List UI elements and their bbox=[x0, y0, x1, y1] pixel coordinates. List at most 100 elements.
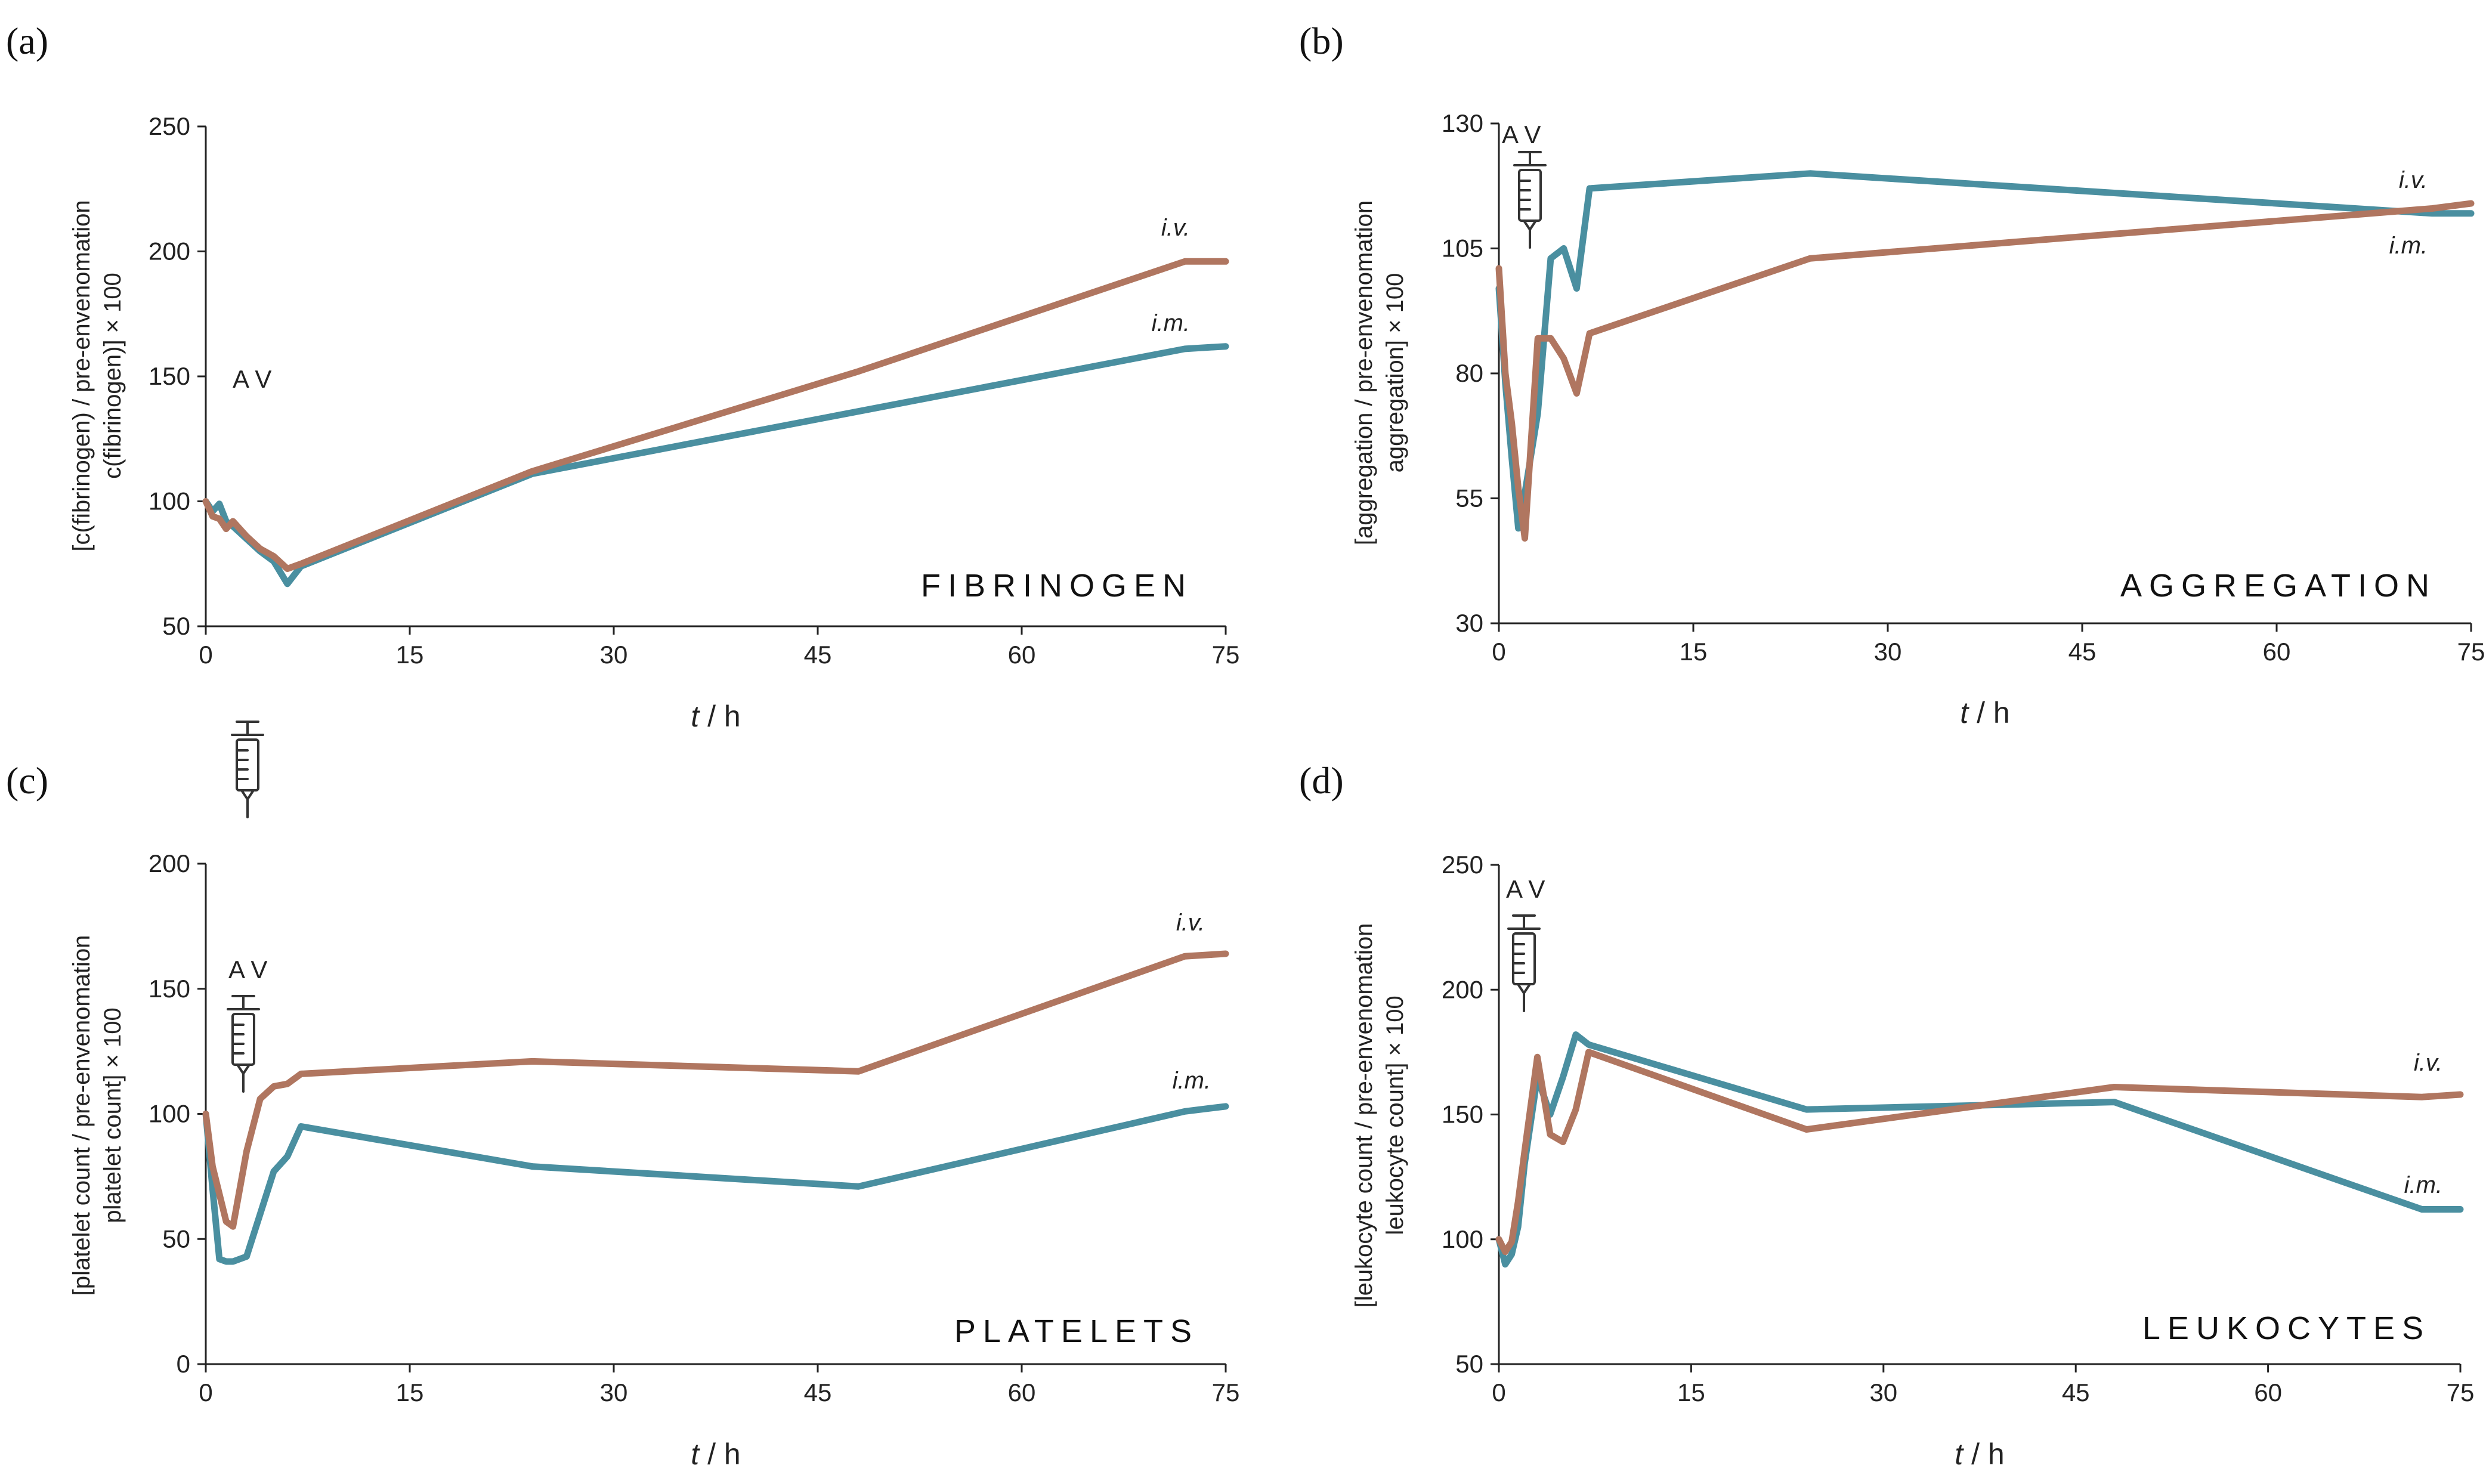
series-line-im bbox=[1495, 170, 2475, 532]
antivenom-annotation: A V bbox=[1506, 875, 1545, 903]
syringe-barrel bbox=[1512, 932, 1536, 985]
y-axis-label-line2: aggregation] × 100 bbox=[1382, 273, 1408, 473]
y-axis-label-line1: [leukocyte count / pre-envenomation bbox=[1351, 923, 1377, 1308]
syringe-barrel bbox=[231, 1013, 255, 1066]
series-line-im bbox=[202, 343, 1229, 588]
x-axis-label-variable: t bbox=[691, 1437, 700, 1471]
y-axis-label-line2: c(fibrinogen)] × 100 bbox=[100, 273, 126, 479]
y-axis-label: [aggregation / pre-envenomation aggregati… bbox=[1351, 200, 1408, 545]
panel-label: (b) bbox=[1299, 20, 1344, 62]
y-tick-label: 100 bbox=[149, 487, 190, 515]
y-axis-label: [platelet count / pre-envenomation platel… bbox=[69, 935, 126, 1296]
x-tick-label: 60 bbox=[1008, 1378, 1036, 1406]
x-axis-label: t / h bbox=[1960, 696, 2009, 729]
y-tick-label: 150 bbox=[149, 975, 190, 1003]
x-tick-label: 30 bbox=[1869, 1378, 1897, 1406]
y-axis-label-line2: platelet count] × 100 bbox=[100, 1007, 126, 1223]
y-tick-label: 150 bbox=[1442, 1100, 1483, 1129]
x-tick-label: 0 bbox=[1492, 638, 1505, 666]
y-tick-label: 200 bbox=[149, 849, 190, 877]
y-tick-label: 100 bbox=[1442, 1225, 1483, 1253]
y-tick-label: 200 bbox=[149, 237, 190, 265]
syringe-barrel bbox=[1518, 169, 1542, 222]
series-line-iv bbox=[1495, 200, 2475, 542]
syringe-tip bbox=[240, 789, 255, 802]
x-axis-label-unit: / h bbox=[699, 1437, 740, 1471]
x-axis-label-unit: / h bbox=[1968, 696, 2009, 729]
panel-title: FIBRINOGEN bbox=[921, 568, 1193, 604]
y-tick-label: 250 bbox=[1442, 851, 1483, 879]
syringe-icon bbox=[1507, 914, 1541, 1012]
x-tick-label: 15 bbox=[396, 1378, 424, 1406]
chart-panel-a: 50 100 150 200 250 0 15 30 45 60 75 t / h [c(fibrino… bbox=[6, 20, 1239, 818]
x-tick-label: 75 bbox=[1212, 1378, 1240, 1406]
x-axis-label: t / h bbox=[691, 1437, 740, 1471]
syringe-barrel bbox=[236, 738, 259, 792]
chart-panel-b: 30 55 80 105 130 0 15 30 45 60 75 t / h [aggregation… bbox=[1299, 20, 2485, 729]
x-axis-label: t / h bbox=[691, 700, 740, 733]
syringe-tip bbox=[1517, 983, 1531, 995]
syringe-icon bbox=[1513, 151, 1547, 249]
y-tick-label: 80 bbox=[1455, 359, 1483, 387]
x-axis-label-variable: t bbox=[1960, 696, 1969, 729]
y-axis-label-line1: [platelet count / pre-envenomation bbox=[69, 935, 95, 1296]
y-tick-label: 50 bbox=[162, 612, 190, 640]
y-axis-label: [c(fibrinogen) / pre-envenomation c(fibri… bbox=[69, 200, 126, 551]
series-label-iv: i.v. bbox=[2414, 1050, 2442, 1076]
series-line-iv bbox=[1495, 1049, 2464, 1256]
x-tick-label: 0 bbox=[1492, 1378, 1505, 1406]
series-line-iv bbox=[202, 950, 1229, 1230]
y-tick-label: 55 bbox=[1455, 484, 1483, 512]
panel-title: LEUKOCYTES bbox=[2142, 1310, 2431, 1346]
series-line-iv bbox=[202, 258, 1229, 573]
syringe-icon bbox=[231, 721, 264, 818]
x-axis-label-unit: / h bbox=[699, 700, 740, 733]
series-label-im: i.m. bbox=[1152, 310, 1190, 336]
x-tick-label: 60 bbox=[2263, 638, 2291, 666]
y-axis-label: [leukocyte count / pre-envenomation leuko… bbox=[1351, 923, 1408, 1308]
syringe-tip bbox=[236, 1063, 251, 1076]
syringe-tip bbox=[1523, 219, 1537, 232]
series-label-im: i.m. bbox=[2404, 1172, 2442, 1198]
syringe-icon bbox=[227, 995, 260, 1093]
panel-title: PLATELETS bbox=[954, 1313, 1199, 1349]
series-label-iv: i.v. bbox=[1176, 910, 1205, 936]
x-tick-label: 30 bbox=[1874, 638, 1902, 666]
y-tick-label: 130 bbox=[1442, 109, 1483, 137]
panel-title: AGGREGATION bbox=[2120, 568, 2436, 604]
x-tick-label: 15 bbox=[396, 641, 424, 669]
y-axis-label-line1: [aggregation / pre-envenomation bbox=[1351, 200, 1377, 545]
series-line-im bbox=[202, 1103, 1229, 1265]
x-tick-label: 45 bbox=[804, 641, 832, 669]
x-axis-label-unit: / h bbox=[1963, 1437, 2004, 1471]
series-label-iv: i.v. bbox=[1161, 215, 1190, 241]
y-tick-label: 50 bbox=[162, 1225, 190, 1253]
y-tick-label: 250 bbox=[149, 112, 190, 140]
x-tick-label: 15 bbox=[1677, 1378, 1705, 1406]
x-tick-label: 30 bbox=[600, 641, 628, 669]
y-axis-label-line2: leukocyte count] × 100 bbox=[1382, 995, 1408, 1235]
y-tick-label: 0 bbox=[177, 1350, 190, 1378]
x-tick-label: 75 bbox=[2457, 638, 2485, 666]
antivenom-annotation: A V bbox=[233, 365, 271, 393]
x-tick-label: 0 bbox=[199, 641, 212, 669]
x-axis-label-variable: t bbox=[691, 700, 700, 733]
chart-panel-c: 0 50 100 150 200 0 15 30 45 60 75 t / h [platelet co… bbox=[6, 759, 1239, 1471]
x-axis-label: t / h bbox=[1955, 1437, 2004, 1471]
x-tick-label: 45 bbox=[2062, 1378, 2090, 1406]
series-label-iv: i.v. bbox=[2399, 167, 2428, 193]
y-axis-label-line1: [c(fibrinogen) / pre-envenomation bbox=[69, 200, 95, 551]
y-tick-label: 105 bbox=[1442, 234, 1483, 262]
y-tick-label: 50 bbox=[1455, 1350, 1483, 1378]
x-axis-label-variable: t bbox=[1955, 1437, 1964, 1471]
panel-label: (a) bbox=[6, 20, 48, 62]
panel-label: (c) bbox=[6, 759, 48, 802]
x-tick-label: 60 bbox=[1008, 641, 1036, 669]
series-line-im bbox=[1495, 1031, 2464, 1268]
x-tick-label: 45 bbox=[2068, 638, 2097, 666]
x-tick-label: 30 bbox=[600, 1378, 628, 1406]
x-tick-label: 75 bbox=[2447, 1378, 2475, 1406]
chart-panel-d: 50 100 150 200 250 0 15 30 45 60 75 t / h [leukocyte… bbox=[1299, 759, 2474, 1471]
